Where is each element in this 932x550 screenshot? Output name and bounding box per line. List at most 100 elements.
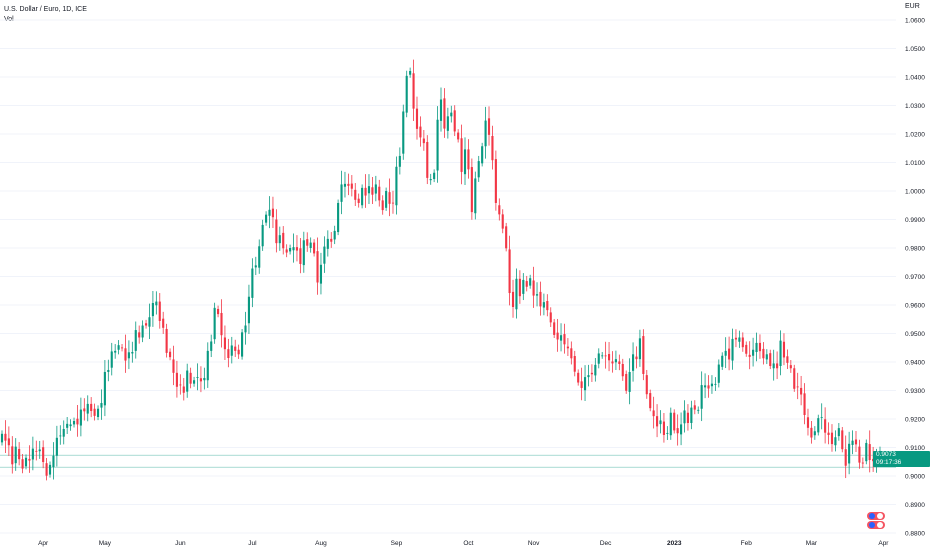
candle-body [710, 383, 714, 387]
candle-body [261, 224, 264, 247]
candle-body [477, 161, 480, 178]
y-tick-label: 1.0100 [905, 160, 925, 167]
candle-body [90, 403, 93, 412]
candle-body [745, 344, 748, 354]
candle-body [330, 238, 333, 242]
candle-body [848, 443, 851, 464]
candle-body [501, 214, 504, 229]
candle-body [69, 424, 72, 427]
candle-body [841, 430, 844, 450]
candle-body [758, 342, 762, 352]
candle-body [724, 350, 727, 356]
candle-body [769, 353, 772, 366]
candle-body [299, 248, 302, 264]
candle-body [621, 363, 624, 377]
candle-body [326, 238, 329, 249]
candle-body [625, 373, 628, 391]
candle-body [539, 291, 542, 307]
candle-body [367, 186, 371, 194]
candle-body [134, 330, 137, 351]
candle-body [313, 242, 316, 254]
candle-body [738, 337, 741, 342]
bar-countdown: 09:17:36 [876, 459, 902, 466]
candle-body [498, 205, 501, 215]
candle-body [714, 383, 717, 385]
candle-body [395, 166, 398, 206]
candle-body [546, 301, 549, 311]
candle-body [858, 446, 861, 463]
candle-body [158, 301, 161, 321]
last-price-value: 0.9073 [876, 451, 896, 458]
candle-body [131, 352, 134, 354]
candle-body [165, 328, 168, 353]
candle-body [148, 317, 151, 327]
candle-body [525, 281, 528, 287]
y-tick-label: 0.9000 [905, 474, 925, 481]
candle-body [364, 187, 367, 196]
candle-body [38, 449, 41, 452]
candle-body [844, 449, 847, 466]
candle-body [114, 350, 117, 353]
candle-body [162, 318, 165, 328]
candle-body [103, 371, 106, 406]
tradingview-logo-icon[interactable] [866, 511, 886, 531]
candle-body [635, 356, 638, 360]
x-tick-label: Nov [528, 540, 540, 547]
candle-body [704, 385, 707, 388]
candle-body [357, 198, 360, 203]
candle-body [398, 155, 401, 167]
candle-body [117, 345, 120, 350]
candle-body [450, 112, 453, 117]
candle-body [426, 141, 429, 178]
candle-body [439, 99, 443, 121]
candle-body [563, 334, 566, 345]
candle-body [247, 296, 251, 324]
candle-body [518, 278, 521, 297]
candle-body [505, 226, 508, 249]
candle-body [487, 118, 491, 135]
candle-body [203, 377, 206, 381]
candle-body [662, 421, 665, 435]
candle-body [580, 381, 583, 388]
candle-body [611, 361, 614, 364]
candle-body [144, 323, 148, 326]
candle-body [837, 428, 840, 437]
candle-body [803, 393, 806, 416]
candle-body [258, 246, 261, 268]
candle-body [566, 346, 569, 349]
candle-body [577, 372, 580, 383]
candle-body [244, 325, 247, 333]
y-tick-label: 0.9600 [905, 303, 925, 310]
candle-body [494, 159, 497, 203]
y-tick-label: 1.0400 [905, 75, 925, 82]
candle-body [378, 186, 381, 201]
x-tick-label: Apr [38, 540, 49, 547]
candle-body [789, 365, 792, 369]
y-tick-label: 0.9500 [905, 331, 925, 338]
y-tick-label: 0.9800 [905, 246, 925, 253]
candle-body [666, 432, 669, 434]
candle-body [42, 447, 45, 463]
candle-body [700, 385, 703, 409]
candle-body [556, 332, 559, 340]
candle-body [347, 183, 350, 186]
candle-body [686, 412, 690, 423]
candle-body [282, 232, 285, 249]
candle-body [721, 355, 724, 367]
candle-body [138, 332, 141, 338]
candle-body [559, 335, 563, 341]
candle-body [62, 428, 65, 437]
candle-body [865, 442, 868, 462]
candle-body [529, 278, 532, 286]
candle-body [271, 208, 275, 218]
candle-body [96, 408, 100, 418]
candle-body [460, 138, 463, 172]
candle-body [337, 202, 340, 233]
x-tick-label: Feb [741, 540, 753, 547]
candle-body [405, 75, 408, 113]
candle-body [429, 179, 432, 181]
candle-body [693, 405, 696, 410]
candle-body [587, 375, 590, 378]
candle-body [234, 346, 237, 351]
